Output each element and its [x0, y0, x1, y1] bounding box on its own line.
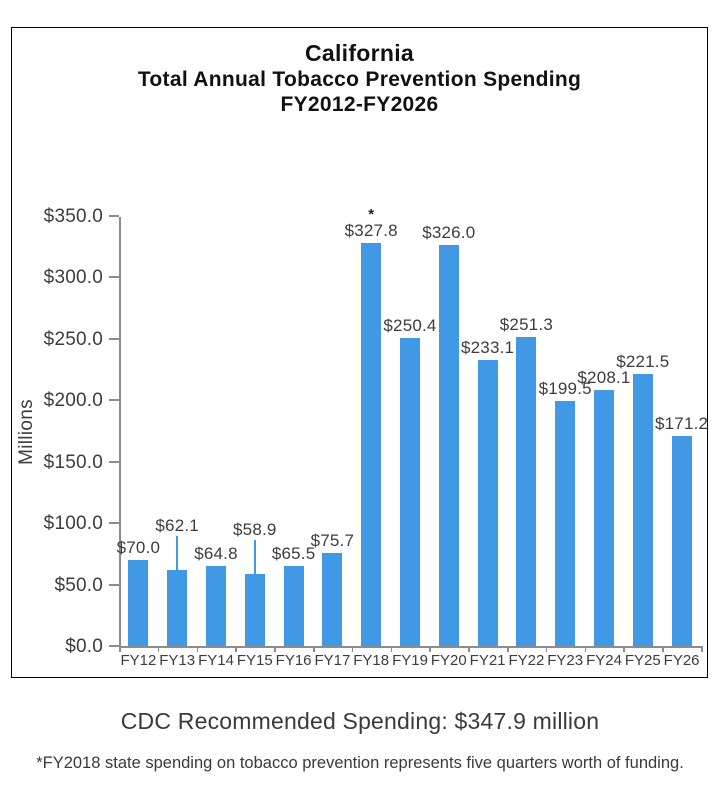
- y-axis-tick: [109, 276, 119, 278]
- bar-fy16: [283, 566, 304, 646]
- bar-value-label: $221.5: [616, 352, 670, 371]
- x-axis-tick: [274, 646, 276, 652]
- bar-fy20: [438, 245, 459, 646]
- bar-fy13: [167, 570, 188, 646]
- y-axis-tick-label: $150.0: [43, 452, 103, 473]
- bar-value-label: $327.8: [344, 221, 398, 240]
- chart-subtitle: Total Annual Tobacco Prevention Spending: [137, 68, 582, 91]
- y-axis-tick: [109, 584, 119, 586]
- x-axis-tick: [351, 646, 354, 652]
- x-axis-tick: [157, 646, 160, 652]
- bar-value-label: $199.5: [538, 379, 592, 398]
- y-axis-tick-label: $100.0: [43, 513, 103, 534]
- footnote-text: *FY2018 state spending on tobacco preven…: [36, 754, 684, 772]
- y-axis-tick-label: $350.0: [43, 206, 103, 227]
- x-axis-label-fy25: FY25: [624, 652, 661, 669]
- y-axis-tick: [109, 338, 119, 340]
- bar-value-label: $171.2: [654, 414, 709, 433]
- y-axis-tick: [109, 461, 119, 463]
- x-axis-tick: [623, 646, 625, 652]
- bar-fy12: [128, 560, 149, 646]
- x-axis-tick: [584, 646, 587, 652]
- x-axis-line: [119, 646, 702, 648]
- x-axis-tick: [196, 646, 199, 652]
- y-axis-tick: [109, 215, 119, 217]
- chart-subtitle-years: FY2012-FY2026: [280, 93, 439, 116]
- y-axis-tick-label: $300.0: [43, 267, 103, 288]
- x-axis-tick: [119, 646, 121, 652]
- x-axis-tick: [662, 646, 664, 652]
- x-axis-tick: [313, 646, 315, 652]
- x-axis-label-fy20: FY20: [430, 652, 467, 669]
- y-axis-tick-label: $200.0: [43, 390, 103, 411]
- label-leader-line: [253, 540, 256, 574]
- bar-fy17: [322, 553, 343, 646]
- x-axis-tick: [235, 646, 237, 652]
- y-axis-tick-label: $50.0: [54, 575, 103, 596]
- x-axis-label-fy13: FY13: [159, 652, 196, 669]
- bar-fy22: [516, 337, 537, 646]
- bar-value-label: $233.1: [460, 338, 515, 357]
- footnote-asterisk: *: [368, 206, 375, 223]
- y-axis-tick: [109, 522, 119, 524]
- bar-fy21: [477, 360, 498, 646]
- bar-value-label: $251.3: [499, 315, 553, 334]
- x-axis-tick: [468, 646, 470, 652]
- label-leader-line: [176, 536, 179, 570]
- x-axis-label-fy26: FY26: [663, 652, 700, 669]
- x-axis-tick: [507, 646, 509, 652]
- x-axis-label-fy19: FY19: [392, 652, 428, 669]
- y-axis-tick: [109, 399, 119, 401]
- x-axis-label-fy12: FY12: [120, 652, 157, 669]
- bar-fy23: [555, 401, 576, 646]
- x-axis-label-fy15: FY15: [236, 652, 273, 669]
- cdc-recommended-spending-text: CDC Recommended Spending: $347.9 million: [120, 708, 600, 734]
- x-axis-tick: [390, 646, 393, 652]
- chart-container: California Total Annual Tobacco Preventi…: [11, 27, 708, 678]
- x-axis-tick: [429, 646, 431, 652]
- bar-fy15: [244, 574, 265, 646]
- bar-fy14: [206, 566, 226, 646]
- bar-value-label: $65.5: [271, 544, 316, 563]
- bar-value-label: $75.7: [310, 531, 355, 550]
- bar-value-label: $64.8: [194, 544, 238, 563]
- chart-title: California: [304, 40, 415, 66]
- bar-fy24: [594, 390, 614, 646]
- x-axis-label-fy22: FY22: [508, 652, 545, 669]
- bar-value-label: $326.0: [422, 223, 476, 242]
- x-axis-label-fy23: FY23: [547, 652, 584, 669]
- x-axis-label-fy17: FY17: [314, 652, 351, 669]
- bar-value-label: $208.1: [577, 368, 631, 387]
- bar-fy25: [632, 374, 653, 646]
- bar-fy19: [400, 338, 420, 646]
- x-axis-label-fy16: FY16: [275, 652, 312, 669]
- x-axis-tick: [545, 646, 548, 652]
- y-axis-tick-label: $250.0: [43, 329, 103, 350]
- y-axis-tick-label: $0.0: [65, 636, 103, 657]
- x-axis-label-fy14: FY14: [198, 652, 234, 669]
- bar-value-label: $250.4: [383, 316, 437, 335]
- y-axis-tick: [109, 645, 119, 647]
- bar-fy26: [671, 436, 692, 646]
- bar-value-label: $62.1: [155, 516, 199, 535]
- x-axis-label-fy18: FY18: [353, 652, 390, 669]
- y-axis-line: [119, 217, 121, 646]
- x-axis-tick: [701, 646, 703, 652]
- bar-fy18: [361, 243, 382, 646]
- bar-value-label: $58.9: [233, 520, 277, 539]
- x-axis-label-fy24: FY24: [586, 652, 622, 669]
- chart-title-block: California Total Annual Tobacco Preventi…: [12, 39, 707, 117]
- x-axis-label-fy21: FY21: [469, 652, 506, 669]
- bar-value-label: $70.0: [116, 538, 161, 557]
